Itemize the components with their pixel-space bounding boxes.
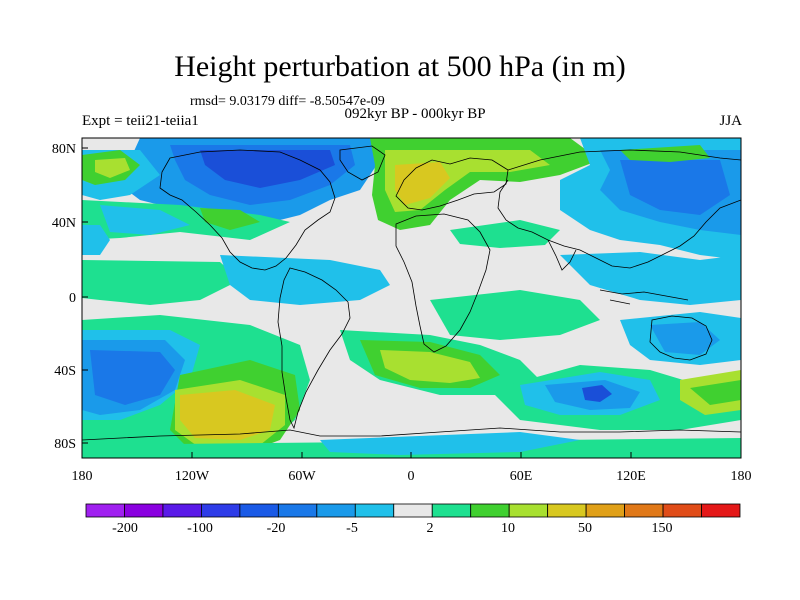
colorbar-label-neg5: -5	[346, 521, 358, 536]
lon-tick-label-120w: 120W	[175, 469, 210, 484]
colorbar-box-10	[470, 503, 510, 518]
colorbar-box-9	[431, 503, 472, 518]
coastline-africa	[395, 213, 491, 353]
lon-tick-label-180e: 180	[731, 469, 752, 484]
lat-tick-label-40n: 40N	[52, 216, 76, 231]
colorbar-labels: -200 -100 -20 -5 2 10 50 150	[112, 521, 672, 536]
coastline-north-america	[159, 149, 336, 271]
coastline-europe	[395, 157, 509, 211]
lat-tick-label-80n: 80N	[52, 142, 76, 157]
field-region-tropic-cyan-pac	[560, 252, 741, 305]
field-region-tropic-teal-ind	[430, 290, 600, 340]
field-region-npac-green	[200, 208, 260, 230]
coastline-antarctica	[82, 427, 741, 441]
colorbar-box-15	[662, 503, 702, 518]
field-region-tropic-blue-aus	[650, 322, 720, 355]
field-region-satl-yellowgreen	[380, 350, 480, 383]
field-region-spac-yellow	[180, 390, 275, 440]
period-label: 092kyr BP - 000kyr BP	[344, 106, 486, 122]
colorbar	[85, 503, 741, 518]
colorbar-box-6	[316, 503, 356, 518]
field-region-antarctic-cyan	[320, 432, 580, 455]
lon-tick-label-60e: 60E	[510, 469, 533, 484]
colorbar-box-13	[585, 503, 625, 518]
colorbar-box-3	[201, 503, 241, 518]
colorbar-box-8	[393, 503, 433, 518]
experiment-label: Expt = teii21-teiia1	[82, 113, 199, 129]
colorbar-label-neg20: -20	[267, 521, 286, 536]
lon-axis: 180 120W 60W 0 60E 120E 180	[72, 452, 752, 484]
field-region-tropic-teal-west	[82, 260, 240, 305]
field-region-tropic-cyan-atl	[220, 255, 390, 305]
field-region-nw-yellow	[95, 158, 130, 178]
map-title: Height perturbation at 500 hPa (in m)	[174, 50, 626, 83]
colorbar-box-4	[239, 503, 279, 518]
colorbar-label-10: 10	[501, 521, 515, 536]
colorbar-box-0	[85, 503, 125, 518]
lat-axis: 80N 40N 0 40S 80S	[52, 142, 88, 452]
coastline-india	[547, 239, 577, 271]
coastline-greenland	[339, 145, 386, 181]
colorbar-box-5	[277, 503, 318, 518]
colorbar-box-12	[547, 503, 587, 518]
colorbar-box-14	[624, 503, 664, 518]
colorbar-box-1	[124, 503, 164, 518]
field-region-europe-yellow	[395, 162, 450, 205]
colorbar-label-neg200: -200	[112, 521, 138, 536]
lon-tick-label-0: 0	[408, 469, 415, 484]
colorbar-box-7	[354, 503, 395, 518]
lon-tick-label-60w: 60W	[288, 469, 316, 484]
coastline-asia	[497, 149, 741, 269]
lat-tick-label-40s: 40S	[54, 364, 76, 379]
field-region-tropic-cyan-west	[82, 225, 110, 255]
lon-tick-label-180w: 180	[72, 469, 93, 484]
lon-tick-label-120e: 120E	[616, 469, 646, 484]
colorbar-box-16	[701, 503, 741, 518]
field-region-arctic-dark	[200, 150, 335, 188]
field-region-sio-dark	[582, 385, 612, 402]
colorbar-label-2: 2	[427, 521, 434, 536]
lat-tick-label-80s: 80S	[54, 437, 76, 452]
coastline-indonesia	[599, 289, 689, 305]
lat-tick-label-0: 0	[69, 291, 76, 306]
stats-line: rmsd= 9.03179 diff= -8.50547e-09	[190, 94, 385, 109]
colorbar-label-50: 50	[578, 521, 592, 536]
field-region-na-blue	[100, 205, 190, 235]
season-label: JJA	[719, 113, 742, 129]
coastline-australia	[649, 315, 713, 361]
field-region-europe-teal	[450, 220, 560, 248]
colorbar-box-11	[508, 503, 549, 518]
coastlines	[82, 145, 741, 441]
colorbar-label-neg100: -100	[187, 521, 213, 536]
field-layer	[82, 138, 741, 458]
colorbar-label-150: 150	[652, 521, 673, 536]
coastline-south-america	[277, 267, 351, 430]
field-region-spac-mid	[90, 350, 175, 405]
field-region-sw-green	[690, 380, 741, 405]
colorbar-box-2	[162, 503, 202, 518]
field-region-asia-green	[620, 145, 710, 162]
field-region-asia-mid	[620, 160, 730, 215]
